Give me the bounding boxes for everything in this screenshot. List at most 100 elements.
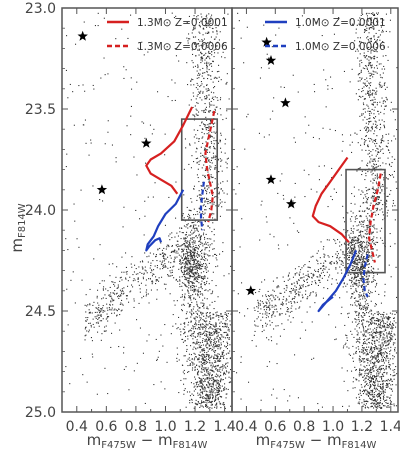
field-star-dot	[196, 382, 198, 384]
field-star-dot	[292, 297, 294, 299]
field-star-dot	[197, 263, 199, 265]
field-star-dot	[378, 404, 380, 406]
field-star-dot	[198, 361, 200, 363]
field-star-dot	[215, 350, 217, 352]
field-star-dot	[370, 291, 372, 293]
field-star-dot	[220, 165, 222, 167]
field-star-dot	[335, 268, 337, 270]
field-star-dot	[222, 364, 224, 366]
field-star-dot	[196, 268, 198, 270]
field-star-dot	[104, 326, 106, 328]
field-star-dot	[207, 171, 209, 173]
field-star-dot	[190, 321, 192, 323]
field-star-dot	[372, 357, 374, 359]
field-star-dot	[99, 320, 101, 322]
field-star-dot	[189, 266, 191, 268]
field-star-dot	[364, 19, 366, 21]
field-star-dot	[198, 45, 200, 47]
field-star-dot	[212, 348, 214, 350]
field-star-dot	[110, 300, 112, 302]
field-star-dot	[350, 330, 352, 332]
field-star-dot	[229, 381, 231, 383]
field-star-dot	[156, 265, 158, 267]
field-star-dot	[212, 366, 214, 368]
field-star-dot	[137, 281, 139, 283]
field-star-dot	[219, 141, 221, 143]
field-star-dot	[393, 135, 395, 137]
field-star-dot	[204, 212, 206, 214]
field-star-dot	[198, 111, 200, 113]
field-star-dot	[355, 93, 357, 95]
field-star-dot	[217, 335, 219, 337]
field-star-dot	[195, 298, 197, 300]
field-star-dot	[194, 105, 196, 107]
field-star-dot	[355, 257, 357, 259]
field-star-dot	[380, 105, 382, 107]
field-star-dot	[205, 289, 207, 291]
field-star-dot	[186, 22, 188, 24]
field-star-dot	[171, 79, 173, 81]
field-star-dot	[215, 285, 217, 287]
field-star-dot	[299, 286, 301, 288]
field-star-dot	[186, 231, 188, 233]
field-star-dot	[189, 311, 191, 313]
field-star-dot	[186, 245, 188, 247]
field-star-dot	[378, 152, 380, 154]
field-star-dot	[119, 329, 121, 331]
field-star-dot	[188, 234, 190, 236]
field-star-dot	[99, 312, 101, 314]
field-star-dot	[209, 369, 211, 371]
field-star-dot	[226, 73, 228, 75]
field-star-dot	[214, 76, 216, 78]
field-star-dot	[186, 240, 188, 242]
field-star-dot	[111, 332, 113, 334]
field-star-dot	[193, 272, 195, 274]
field-star-dot	[189, 277, 191, 279]
field-star-dot	[225, 397, 227, 399]
field-star-dot	[230, 265, 232, 267]
field-star-dot	[207, 382, 209, 384]
field-star-dot	[204, 108, 206, 110]
field-star-dot	[200, 62, 202, 64]
field-star-dot	[363, 375, 365, 377]
field-star-dot	[356, 242, 358, 244]
field-star-dot	[219, 202, 221, 204]
field-star-dot	[212, 328, 214, 330]
field-star-dot	[187, 338, 189, 340]
field-star-dot	[379, 101, 381, 103]
field-star-dot	[366, 369, 368, 371]
field-star-dot	[192, 62, 194, 64]
field-star-dot	[215, 322, 217, 324]
field-star-dot	[141, 272, 143, 274]
field-star-dot	[365, 225, 367, 227]
field-star-dot	[280, 292, 282, 294]
field-star-dot	[201, 381, 203, 383]
field-star-dot	[387, 406, 389, 408]
field-star-dot	[218, 393, 220, 395]
field-star-dot	[374, 38, 376, 40]
field-star-dot	[205, 326, 207, 328]
field-star-dot	[184, 388, 186, 390]
field-star-dot	[102, 310, 104, 312]
field-star-dot	[389, 368, 391, 370]
field-star-dot	[383, 179, 385, 181]
field-star-dot	[371, 239, 373, 241]
field-star-dot	[184, 274, 186, 276]
field-star-dot	[279, 314, 281, 316]
field-star-dot	[374, 98, 376, 100]
field-star-dot	[192, 287, 194, 289]
field-star-dot	[366, 131, 368, 133]
field-star-dot	[203, 124, 205, 126]
field-star-dot	[206, 198, 208, 200]
field-star-dot	[203, 271, 205, 273]
field-star-dot	[195, 399, 197, 401]
field-star-dot	[217, 348, 219, 350]
field-star-dot	[200, 265, 202, 267]
field-star-dot	[361, 62, 363, 64]
field-star-dot	[319, 276, 321, 278]
field-star-dot	[199, 268, 201, 270]
field-star-dot	[202, 305, 204, 307]
field-star-dot	[228, 352, 230, 354]
field-star-dot	[199, 198, 201, 200]
field-star-dot	[369, 17, 371, 19]
